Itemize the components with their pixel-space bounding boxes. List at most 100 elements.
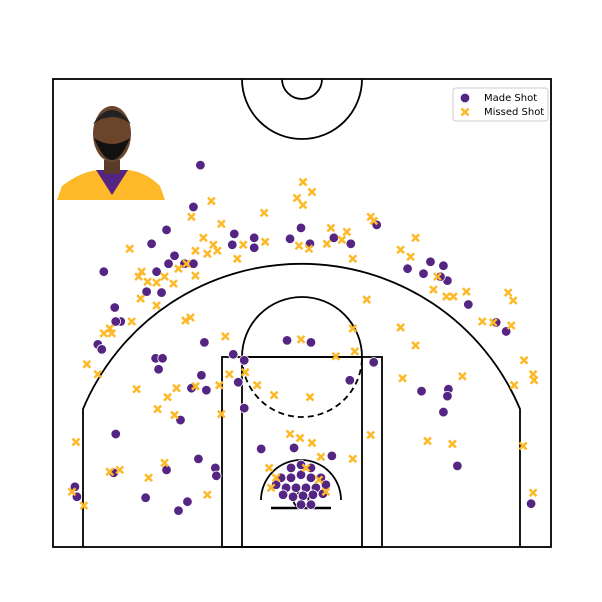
missed-shot <box>342 227 352 237</box>
missed-shot <box>528 488 538 498</box>
made-shot <box>345 238 357 249</box>
missed-shot <box>396 323 405 332</box>
missed-shot <box>170 410 179 420</box>
missed-shot <box>216 219 226 229</box>
missed-shot <box>143 277 153 287</box>
made-shot <box>98 266 109 277</box>
made-shot <box>307 489 319 500</box>
made-shot <box>295 499 307 510</box>
made-shot <box>305 472 317 483</box>
made-shot <box>452 460 463 472</box>
missed-shot <box>202 249 212 259</box>
missed-shot <box>163 392 172 402</box>
made-shot <box>416 385 427 397</box>
missed-shot <box>488 318 498 327</box>
missed-shot <box>298 200 308 210</box>
missed-shot <box>366 430 376 440</box>
made-shot <box>442 390 453 402</box>
missed-shot <box>321 487 331 497</box>
made-shot <box>344 375 356 386</box>
missed-shot <box>174 264 183 274</box>
made-shot <box>285 472 297 483</box>
missed-shot <box>307 438 317 448</box>
missed-shot <box>82 359 92 369</box>
missed-shot <box>433 272 442 282</box>
made-shot <box>163 258 174 269</box>
made-shot <box>290 482 302 493</box>
missed-shot <box>202 490 212 500</box>
missed-shot <box>172 383 181 393</box>
missed-shot <box>348 454 358 464</box>
made-shot <box>402 263 413 274</box>
missed-shot <box>304 244 314 254</box>
made-shot <box>326 450 338 462</box>
missed-shot <box>208 240 218 250</box>
made-shot <box>277 489 289 500</box>
missed-shot <box>449 292 458 301</box>
made-shot <box>169 250 180 261</box>
made-shot <box>199 337 210 348</box>
missed-shot <box>216 409 226 419</box>
missed-shot <box>160 272 169 282</box>
made-shot <box>284 233 296 245</box>
missed-shot <box>429 285 438 294</box>
missed-shot <box>307 187 317 197</box>
missed-shot <box>292 193 302 203</box>
made-shot <box>233 377 244 388</box>
made-shot <box>425 256 436 267</box>
missed-shot <box>71 437 81 447</box>
missed-shot <box>169 279 178 289</box>
missed-shot <box>232 254 242 264</box>
missed-shot <box>181 316 190 325</box>
made-shot <box>463 299 474 310</box>
missed-shot <box>238 240 248 250</box>
made-shot <box>110 316 121 327</box>
made-shot <box>295 469 307 481</box>
missed-shot <box>442 292 451 301</box>
made-shot <box>173 505 184 516</box>
missed-shot <box>260 237 270 247</box>
made-shot <box>255 443 267 455</box>
made-shot <box>270 479 282 490</box>
missed-shot <box>224 369 234 379</box>
missed-shot <box>105 467 115 477</box>
legend-marker <box>459 92 471 104</box>
missed-shot <box>461 287 471 296</box>
missed-shot <box>152 301 161 310</box>
made-shot <box>141 286 152 297</box>
made-shot <box>193 453 204 465</box>
made-shot <box>435 271 446 282</box>
missed-shot <box>191 271 200 281</box>
missed-shot <box>212 246 222 256</box>
missed-shot <box>67 487 77 497</box>
made-shot <box>182 496 193 507</box>
made-shot <box>161 224 172 236</box>
missed-shot <box>362 295 372 304</box>
missed-shot <box>519 355 529 365</box>
legend-label: Made Shot <box>484 93 537 104</box>
missed-shot <box>182 259 191 269</box>
made-shot <box>438 406 449 418</box>
made-shot <box>229 228 240 240</box>
missed-shot <box>214 380 224 390</box>
missed-shot <box>93 369 103 379</box>
missed-shot <box>350 346 360 356</box>
legend-label: Missed Shot <box>484 107 544 118</box>
made-shot <box>295 222 307 234</box>
made-shot <box>69 481 81 492</box>
made-shot <box>248 242 260 253</box>
missed-shot <box>125 244 135 254</box>
missed-shot <box>134 272 144 282</box>
made-shot <box>140 492 151 503</box>
missed-shot <box>285 429 295 439</box>
missed-shot <box>269 390 279 400</box>
missed-shot <box>503 288 513 297</box>
made-shot <box>491 317 502 328</box>
missed-shot <box>316 452 326 462</box>
made-shot <box>156 287 167 298</box>
legend-marker <box>460 107 470 117</box>
missed-shot <box>252 380 262 390</box>
missed-shot <box>298 177 308 187</box>
made-shot <box>153 364 164 375</box>
